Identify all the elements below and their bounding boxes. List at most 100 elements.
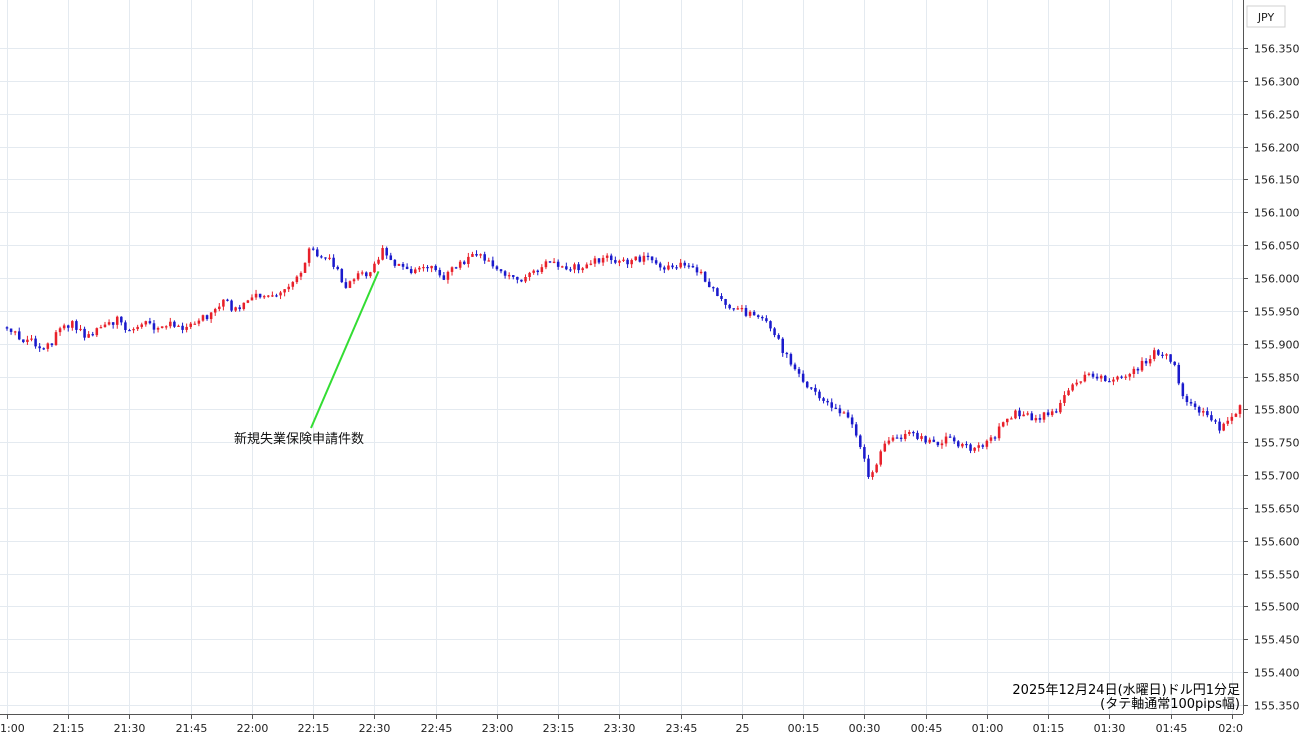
candle (1148, 355, 1152, 367)
candle (646, 252, 650, 261)
candle (458, 259, 462, 270)
candle (671, 263, 674, 270)
candle-body (622, 259, 625, 261)
candle (95, 327, 99, 338)
candle (507, 272, 511, 280)
time-tick-label: 01:45 (1156, 722, 1188, 735)
price-tick-label: 155.600 (1254, 536, 1300, 549)
candle-body (1124, 376, 1127, 378)
candle-body (487, 260, 491, 262)
candle (54, 330, 58, 346)
candle-body (797, 369, 801, 374)
candle-body (144, 321, 148, 325)
candle (1010, 416, 1013, 420)
candle (483, 251, 486, 264)
candle-body (520, 279, 523, 282)
candle (679, 258, 682, 269)
candle (626, 257, 629, 268)
candle-body (303, 262, 307, 273)
candle (418, 266, 421, 273)
candle (99, 324, 103, 329)
candle (1014, 409, 1017, 420)
candle (944, 432, 948, 447)
candle-body (1079, 381, 1083, 383)
candle (556, 259, 560, 270)
candle (695, 264, 699, 276)
candle (732, 308, 736, 312)
candle-body (409, 269, 413, 274)
candle (230, 299, 233, 312)
candle-body (838, 408, 842, 414)
candle (703, 271, 707, 283)
candle (324, 257, 327, 261)
candle-body (95, 328, 99, 336)
candle-body (328, 257, 331, 259)
price-tick-label: 156.050 (1254, 240, 1300, 253)
candle (1152, 347, 1156, 362)
candle (536, 269, 540, 276)
candle (1230, 413, 1234, 425)
candle-body (148, 321, 152, 324)
candle (124, 320, 127, 333)
currency-label: JPY (1257, 11, 1275, 24)
candle-body (401, 263, 405, 267)
candle-body (1226, 420, 1230, 424)
time-tick-label: 23:00 (482, 722, 514, 735)
candle-body (156, 327, 160, 330)
candle (524, 274, 527, 284)
price-tick-label: 156.350 (1254, 43, 1300, 56)
candle-body (830, 402, 833, 408)
candle (26, 335, 29, 345)
candle-body (238, 307, 241, 310)
candle-body (957, 441, 960, 447)
candle (136, 324, 139, 331)
price-tick-label: 155.750 (1254, 437, 1300, 450)
candle-body (944, 436, 948, 444)
time-tick-label: 22:30 (359, 722, 391, 735)
chart-caption: 2025年12月24日(水曜日)ドル円1分足 (タテ軸通常100pips幅) (1012, 683, 1240, 712)
candle-body (1193, 403, 1197, 407)
candle-body (977, 445, 980, 448)
candle-body (1075, 382, 1078, 385)
candle-body (267, 295, 270, 297)
candle-body (503, 271, 507, 276)
candle (977, 442, 980, 452)
candle (785, 351, 789, 358)
candle-body (136, 326, 139, 330)
candle (740, 304, 744, 312)
time-tick-label: 23:45 (666, 722, 698, 735)
candle (454, 266, 458, 269)
candle-body (940, 443, 944, 446)
candle (908, 429, 911, 436)
candle-body (262, 296, 266, 298)
candle-body (234, 307, 237, 311)
candle (1189, 398, 1193, 407)
candle-body (258, 293, 262, 298)
candle-body (320, 256, 323, 258)
candle (560, 265, 564, 268)
candle-body (834, 407, 838, 409)
price-tick-label: 155.950 (1254, 306, 1300, 319)
candle-body (895, 437, 899, 439)
candle-body (66, 325, 70, 328)
candle (320, 254, 323, 259)
candle-body (887, 440, 891, 444)
candle (499, 268, 503, 274)
candle-body (985, 440, 989, 447)
time-tick-label: 21:15 (53, 722, 85, 735)
candle (156, 326, 160, 333)
candle-body (369, 272, 372, 277)
candle (830, 398, 833, 412)
candle-body (618, 260, 621, 263)
candle (769, 320, 772, 332)
candle-body (189, 323, 192, 327)
candle (450, 266, 454, 276)
candle-body (891, 437, 895, 441)
candle (352, 278, 356, 285)
candle (565, 262, 568, 271)
candle-body (691, 266, 695, 268)
candle-body (854, 424, 858, 436)
candle (422, 264, 425, 272)
candle (801, 370, 805, 384)
candle-body (115, 316, 119, 325)
